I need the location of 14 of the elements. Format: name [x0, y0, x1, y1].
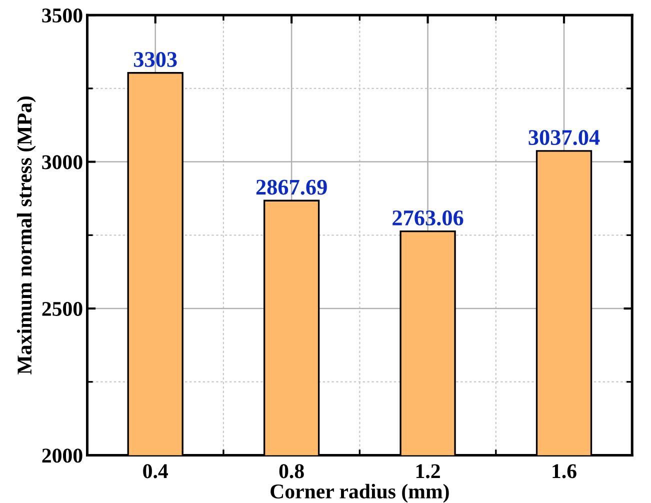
x-tick-label: 1.6	[552, 464, 576, 478]
data-label: 3037.04	[528, 130, 600, 146]
data-label: 3303	[134, 52, 177, 67]
x-tick-label: 0.8	[279, 464, 304, 478]
y-tick-label: 3500	[42, 8, 82, 23]
x-axis-title: Corner radius (mm)	[270, 484, 449, 503]
y-tick-label: 2000	[42, 448, 82, 463]
y-tick-label: 3000	[42, 155, 82, 170]
data-label: 2763.06	[392, 210, 464, 226]
y-tick-label: 2500	[42, 302, 82, 316]
x-tick-label: 1.2	[416, 464, 440, 478]
y-axis-title: Maximum normal stress (MPa)	[16, 96, 36, 374]
data-label: 2867.69	[256, 180, 327, 195]
x-tick-label: 0.4	[143, 464, 168, 478]
